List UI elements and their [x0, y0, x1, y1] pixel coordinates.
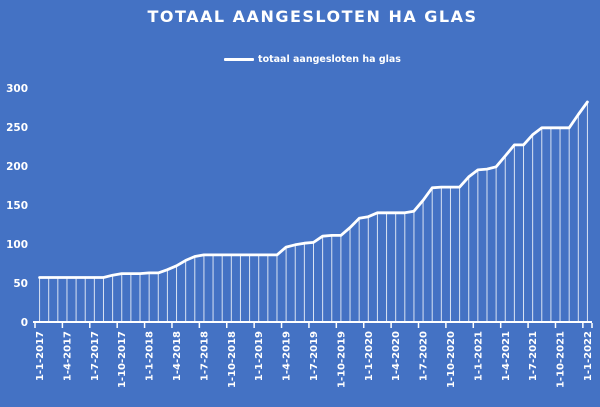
legend: totaal aangesloten ha glas: [30, 54, 595, 65]
y-axis-label: 0: [21, 317, 28, 329]
x-axis-label: 1-4-2017: [62, 331, 73, 381]
legend-label: totaal aangesloten ha glas: [258, 54, 401, 65]
series-line: [38, 100, 589, 279]
y-axis-label: 250: [6, 122, 28, 134]
chart-title: TOTAAL AANGESLOTEN HA GLAS: [147, 7, 478, 26]
x-axis-label: 1-1-2021: [473, 331, 484, 381]
x-axis-label: 1-1-2018: [145, 331, 156, 381]
y-axis-label: 300: [6, 83, 28, 95]
x-axis-label: 1-7-2020: [419, 331, 430, 381]
x-axis-label: 1-7-2019: [309, 331, 320, 381]
x-axis-label: 1-1-2019: [254, 331, 265, 381]
x-axis-label: 1-10-2021: [556, 331, 567, 388]
x-axis-label: 1-10-2020: [446, 331, 457, 388]
legend-line-swatch: [224, 58, 255, 61]
x-axis-label: 1-1-2020: [364, 331, 375, 381]
x-axis-label: 1-4-2018: [172, 331, 183, 381]
y-axis-label: 200: [6, 161, 28, 173]
x-axis-label: 1-10-2017: [117, 331, 128, 388]
y-axis-label: 50: [13, 278, 28, 290]
x-axis-label: 1-7-2017: [90, 331, 101, 381]
x-axis-label: 1-4-2021: [501, 331, 512, 381]
x-axis-label: 1-4-2020: [391, 331, 402, 381]
x-axis-label: 1-7-2021: [528, 331, 539, 381]
x-axis-label: 1-7-2018: [199, 331, 210, 381]
x-axis-label: 1-10-2019: [336, 331, 347, 388]
x-axis-label: 1-1-2022: [583, 331, 594, 381]
y-axis-label: 100: [6, 239, 28, 251]
y-axis-label: 150: [6, 200, 28, 212]
x-axis-label: 1-10-2018: [227, 331, 238, 388]
x-axis-label: 1-1-2017: [35, 331, 46, 381]
x-axis-label: 1-4-2019: [282, 331, 293, 381]
